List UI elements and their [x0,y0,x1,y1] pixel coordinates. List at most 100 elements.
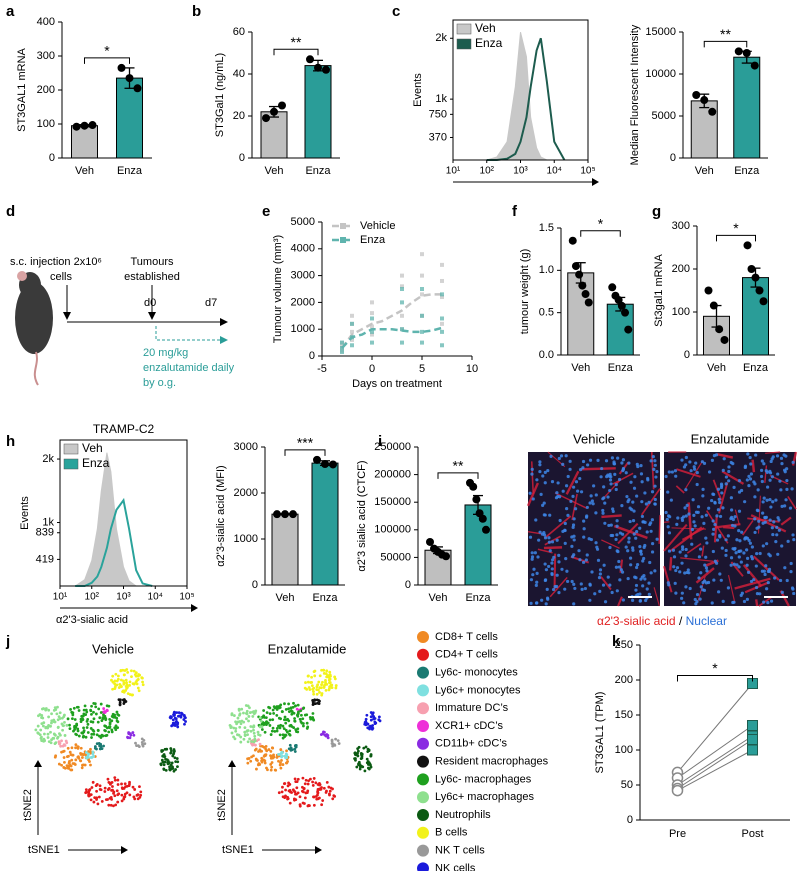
nucleus [546,468,550,473]
cell-dot [41,724,45,728]
cell-dot [62,756,66,759]
nucleus [697,555,702,559]
nucleus [748,477,753,481]
diagram-text: by o.g. [143,377,176,389]
panel-label: j [5,633,10,650]
red-stain [613,524,648,540]
red-stain [752,555,780,581]
nucleus [633,575,637,579]
data-point [578,281,587,290]
nucleus [700,515,704,519]
red-stain [734,509,740,525]
cell-dot [89,793,93,797]
arrowhead [220,318,228,326]
nucleus [765,587,769,591]
nucleus [707,506,711,510]
nucleus [701,588,705,592]
nucleus [692,520,696,524]
nucleus [643,577,647,581]
cell-dot [43,732,46,736]
nucleus [705,541,709,545]
nucleus [786,539,790,543]
nucleus [543,533,547,537]
cell-dot [372,714,375,718]
nucleus [696,510,700,514]
nucleus [547,564,551,569]
cell-dot [173,711,177,715]
cell-dot [44,726,48,730]
cell-dot [262,754,266,758]
cell-dot [76,705,80,709]
cell-dot [290,791,293,794]
panel-label: h [6,433,15,450]
cell-dot [91,752,95,756]
cell-dot [53,733,57,737]
cell-dot [236,716,240,720]
nucleus [762,600,766,604]
cell-dot [124,678,128,682]
nucleus [770,457,774,461]
y-tick-label: 1.5 [539,222,554,234]
nucleus [665,517,669,522]
nucleus [615,549,619,553]
legend-label: Neutrophils [435,809,491,821]
nucleus [730,515,734,520]
data-point [350,337,354,342]
y-tick-label: 3000 [291,270,315,282]
bar [742,277,769,356]
nucleus [639,552,643,556]
cell-dot [176,760,180,764]
cell-dot [138,785,141,789]
nucleus [627,536,631,540]
cell-dot [369,711,373,714]
y-tick-label: 200 [672,263,690,275]
data-point [440,321,444,326]
nucleus [729,460,733,465]
nucleus [684,514,688,518]
cell-dot [116,720,120,724]
x-tick-label: Enza [465,592,491,604]
cell-dot [356,754,360,758]
nucleus [721,599,725,603]
cell-dot [362,746,366,750]
cell-dot [292,711,296,715]
x-tick-label: Enza [743,362,769,374]
nucleus [577,549,581,553]
nucleus [754,564,758,568]
cell-dot [296,777,300,781]
nucleus [639,463,643,468]
cell-dot [232,735,236,739]
nucleus [686,568,690,572]
cell-dot [89,708,93,712]
cell-dot [369,753,373,756]
nucleus [711,549,715,554]
x-tick-label: Enza [734,165,760,177]
nucleus [737,528,741,533]
cell-dot [329,786,333,790]
cell-dot [271,718,275,722]
cell-dot [328,681,331,685]
nucleus [748,455,752,460]
cell-dot [281,733,285,737]
cell-dot [249,759,253,763]
nucleus [674,591,678,595]
cell-dot [373,720,377,724]
data-point [400,273,404,278]
legend-label: Ly6c- monocytes [435,667,518,679]
cell-dot [55,712,59,716]
data-point [420,340,424,345]
cell-dot [328,677,332,681]
y-tick-label: 250000 [374,441,411,453]
nucleus [655,470,659,474]
cell-dot [369,715,373,719]
data-point [420,329,424,334]
nucleus [690,527,695,532]
cell-dot [318,788,322,791]
cell-dot [317,699,321,702]
red-stain [687,502,693,540]
nucleus [610,456,615,460]
cell-dot [126,736,130,740]
nucleus [584,558,588,562]
x-tick-label: Pre [669,828,686,840]
nucleus [703,563,707,567]
